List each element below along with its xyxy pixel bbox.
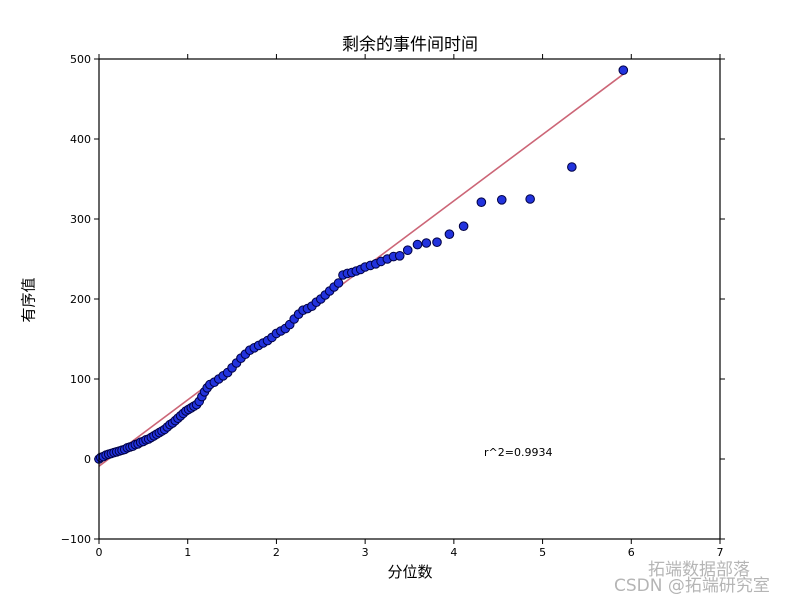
r-squared-annotation: r^2=0.9934: [484, 446, 553, 459]
data-point: [458, 221, 469, 231]
data-point: [496, 195, 507, 205]
x-tick-label: 5: [539, 546, 546, 559]
y-tick-label: 200: [70, 293, 91, 306]
x-tick-label: 4: [450, 546, 457, 559]
y-tick-label: 0: [84, 453, 91, 466]
watermark-line-2: CSDN @拓端研究室: [614, 576, 770, 596]
x-axis-label: 分位数: [387, 563, 433, 581]
data-point: [412, 239, 423, 250]
y-axis-label: 有序值: [19, 277, 38, 323]
data-point: [476, 197, 487, 207]
x-tick-label: 3: [362, 546, 369, 559]
x-tick-label: 1: [184, 546, 191, 559]
chart-title: 剩余的事件间时间: [342, 35, 478, 55]
x-tick-label: 6: [628, 546, 635, 559]
watermark-line-1: 拓端数据部落: [648, 560, 750, 580]
data-point: [525, 194, 535, 204]
data-point: [402, 245, 413, 255]
y-tick-label: 400: [70, 133, 91, 146]
scatter-points: [94, 65, 629, 464]
y-tick-label: 300: [70, 213, 91, 226]
data-point: [421, 238, 432, 248]
x-tick-label: 7: [717, 546, 724, 559]
y-tick-label: −100: [61, 533, 91, 546]
axis-ticks: 0 1 2 3 4 5 6 7 −100 0 100 200 300 400 500: [61, 53, 725, 559]
data-point: [333, 278, 344, 288]
data-point: [444, 229, 455, 239]
data-point: [618, 65, 629, 75]
x-tick-label: 0: [96, 546, 103, 559]
y-tick-label: 500: [70, 53, 91, 66]
x-tick-label: 2: [273, 546, 280, 559]
axes-frame: [98, 58, 721, 540]
data-point: [432, 237, 442, 247]
data-point: [567, 162, 577, 172]
data-point: [394, 251, 405, 261]
y-tick-label: 100: [70, 373, 91, 386]
